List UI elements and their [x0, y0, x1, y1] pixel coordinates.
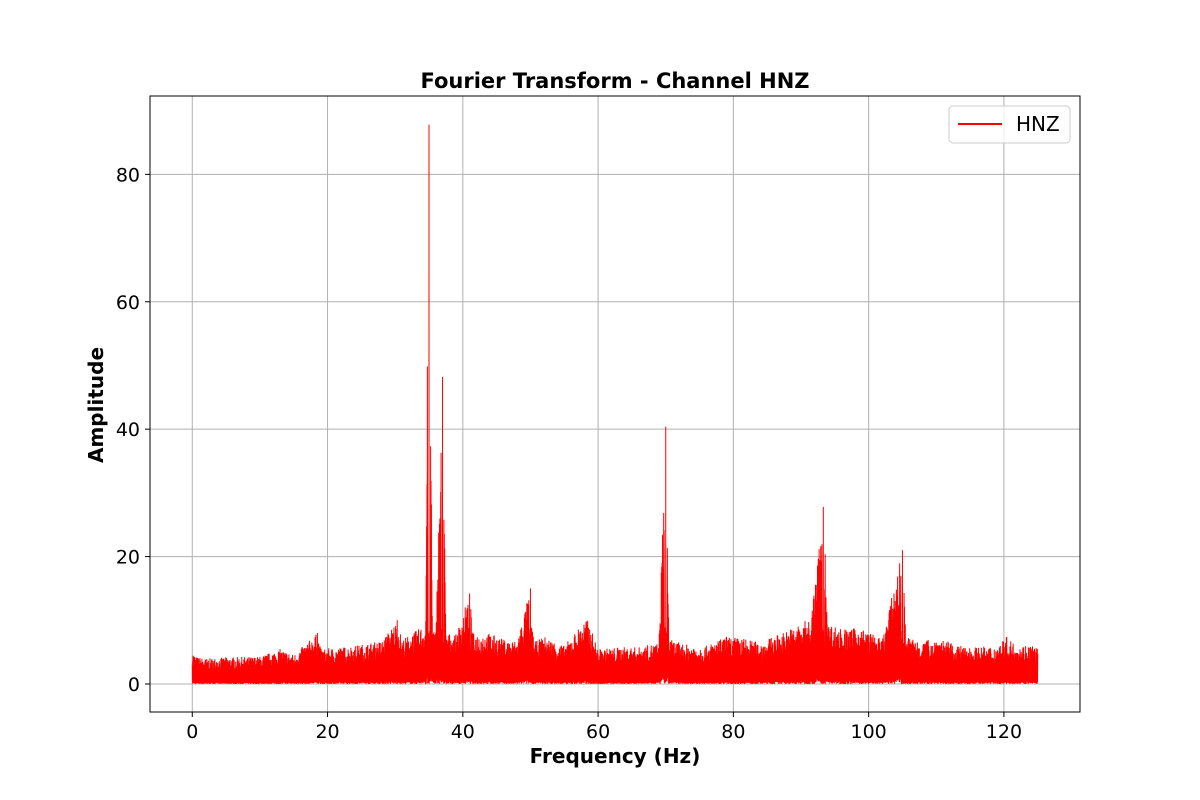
x-tick-label: 60: [586, 721, 610, 743]
y-tick-label: 60: [116, 292, 140, 314]
x-axis-label: Frequency (Hz): [530, 744, 701, 768]
y-tick-label: 20: [116, 547, 140, 569]
x-tick-label: 120: [986, 721, 1022, 743]
x-tick-label: 100: [851, 721, 887, 743]
legend-label-hnz: HNZ: [1016, 112, 1060, 136]
x-tick-label: 0: [186, 721, 198, 743]
axes-frame: [149, 95, 1081, 713]
y-tick-label: 80: [116, 164, 140, 186]
y-axis-label: Amplitude: [84, 347, 108, 463]
legend: HNZ: [948, 105, 1071, 144]
x-tick-label: 20: [315, 721, 339, 743]
series-line-hnz: [191, 124, 1039, 684]
y-tick-label: 0: [128, 674, 140, 696]
y-axis-ticks: 0 20 40 60 80: [116, 164, 150, 696]
chart-title: Fourier Transform - Channel HNZ: [420, 69, 809, 93]
legend-box: [948, 105, 1071, 144]
y-tick-label: 40: [116, 419, 140, 441]
x-tick-label: 80: [721, 721, 745, 743]
x-tick-label: 40: [451, 721, 475, 743]
x-axis-ticks: 0 20 40 60 80 100 120: [186, 712, 1022, 743]
grid: [150, 96, 1080, 712]
plot-area: [191, 124, 1039, 684]
